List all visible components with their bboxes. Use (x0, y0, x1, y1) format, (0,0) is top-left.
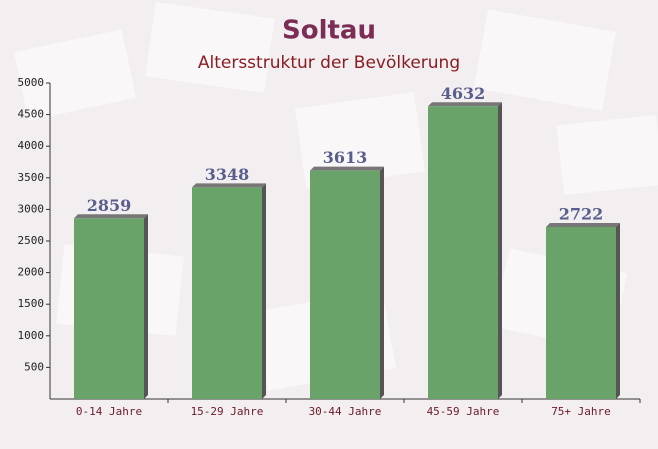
value-label: 2859 (87, 196, 132, 215)
bar-shadow (144, 214, 148, 399)
chart-subtitle: Altersstruktur der Bevölkerung (198, 53, 460, 73)
y-tick-label: 4500 (18, 108, 45, 121)
x-tick-label: 45-59 Jahre (427, 405, 500, 418)
bar-shadow (428, 102, 502, 107)
bar-shadow (616, 222, 620, 399)
value-label: 3348 (205, 165, 250, 184)
y-tick-label: 2500 (18, 234, 45, 247)
y-tick-label: 5000 (18, 76, 45, 89)
value-label: 4632 (441, 84, 486, 103)
bar-shadow (74, 214, 148, 219)
y-tick-label: 500 (24, 360, 44, 373)
y-tick-label: 1000 (18, 329, 45, 342)
bar (192, 187, 262, 399)
y-tick-label: 1500 (18, 297, 45, 310)
bar (74, 218, 144, 399)
bar-shadow (498, 102, 502, 399)
bar-shadow (546, 222, 620, 227)
y-tick-label: 3500 (18, 171, 45, 184)
y-tick-label: 4000 (18, 139, 45, 152)
bar (428, 106, 498, 399)
bar-shadow (380, 166, 384, 399)
x-tick-label: 75+ Jahre (551, 405, 611, 418)
bar-shadow (192, 183, 266, 188)
bar (310, 170, 380, 399)
y-tick-label: 3000 (18, 202, 45, 215)
x-tick-label: 30-44 Jahre (309, 405, 382, 418)
chart-title: Soltau (282, 16, 376, 46)
bar (546, 226, 616, 399)
x-tick-label: 15-29 Jahre (191, 405, 264, 418)
x-tick-label: 0-14 Jahre (76, 405, 142, 418)
bar-shadow (310, 166, 384, 171)
bar-shadow (262, 183, 266, 399)
value-label: 3613 (323, 148, 368, 167)
value-label: 2722 (559, 204, 604, 223)
y-tick-label: 2000 (18, 266, 45, 279)
